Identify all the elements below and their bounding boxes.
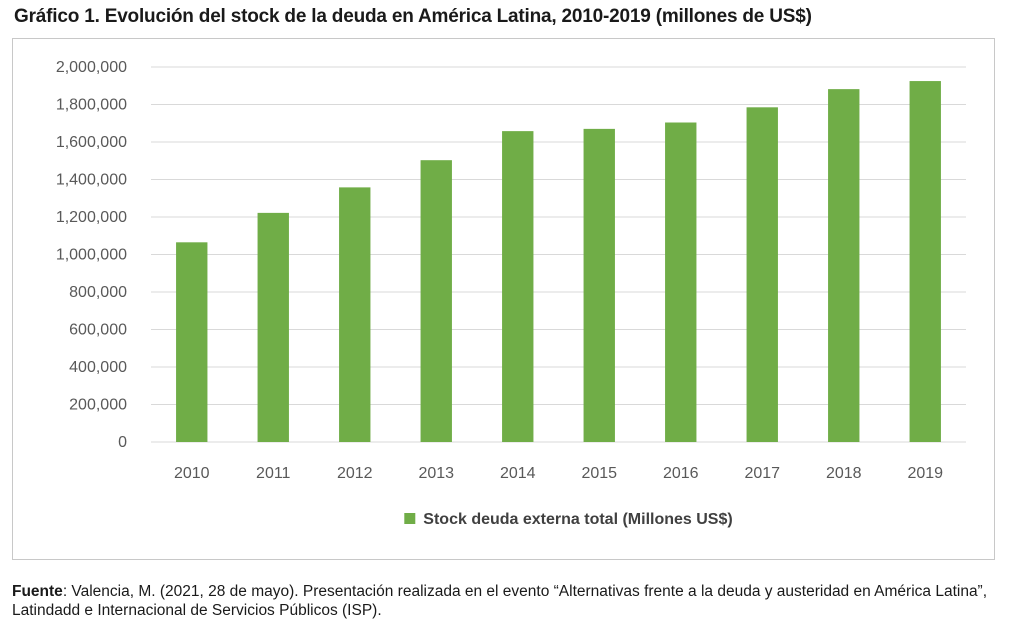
x-tick-label: 2018 <box>826 465 862 482</box>
y-tick-label: 600,000 <box>69 322 127 339</box>
bar <box>176 242 208 442</box>
y-tick-label: 1,800,000 <box>56 97 127 114</box>
y-tick-label: 1,400,000 <box>56 172 127 189</box>
bar <box>828 89 860 442</box>
legend-label: Stock deuda externa total (Millones US$) <box>423 511 732 528</box>
chart-area: 0 200,000 400,000 600,000 800,000 1,000,000 1,… <box>12 38 995 560</box>
x-tick-label: 2011 <box>256 465 291 482</box>
x-tick-label: 2014 <box>500 465 536 482</box>
x-tick-label: 2012 <box>337 465 373 482</box>
y-tick-label: 200,000 <box>69 397 127 414</box>
bar <box>420 160 452 442</box>
x-tick-label: 2017 <box>744 465 780 482</box>
x-tick-label: 2015 <box>581 465 617 482</box>
bar <box>339 187 371 442</box>
bar-chart: 0 200,000 400,000 600,000 800,000 1,000,000 1,… <box>56 59 966 528</box>
source-label: Fuente <box>12 583 63 600</box>
source-text: : Valencia, M. (2021, 28 de mayo). Prese… <box>12 583 988 619</box>
x-tick-label: 2016 <box>663 465 699 482</box>
y-tick-label: 1,200,000 <box>56 209 127 226</box>
bar <box>665 122 697 442</box>
y-tick-label: 1,000,000 <box>56 247 127 264</box>
x-tick-label: 2010 <box>174 465 210 482</box>
chart-title: Gráfico 1. Evolución del stock de la deu… <box>14 6 812 27</box>
y-tick-label: 800,000 <box>69 284 127 301</box>
y-tick-label: 1,600,000 <box>56 134 127 151</box>
bar <box>909 81 941 442</box>
bar <box>257 212 289 442</box>
y-tick-label: 2,000,000 <box>56 59 127 76</box>
source-note: Fuente: Valencia, M. (2021, 28 de mayo).… <box>12 582 1012 620</box>
legend-swatch <box>404 513 416 524</box>
bar <box>502 131 534 442</box>
y-tick-label: 400,000 <box>69 359 127 376</box>
x-tick-label: 2019 <box>907 465 943 482</box>
x-tick-label: 2013 <box>418 465 454 482</box>
y-tick-label: 0 <box>118 434 127 451</box>
bar <box>746 107 778 442</box>
bar <box>583 128 615 442</box>
